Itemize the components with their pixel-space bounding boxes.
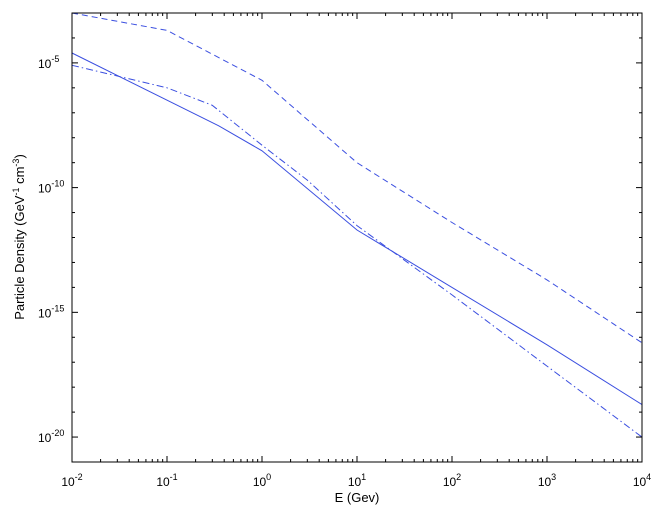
x-tick-label: 10-2	[61, 472, 82, 489]
x-tick-labels: 10-2 10-1 100 101 102 103 104	[61, 472, 651, 489]
series-line-dashdot	[71, 64, 643, 438]
y-tick-labels: 10-5 10-10 10-15 10-20	[38, 54, 64, 445]
series-line-solid	[71, 52, 643, 406]
tick-layer	[71, 12, 643, 463]
x-tick-label: 100	[253, 472, 271, 489]
series-layer	[71, 12, 643, 438]
x-tick-label: 102	[443, 472, 461, 489]
y-axis-label: Particle Density (GeV-1 cm-3)	[11, 154, 27, 320]
y-tick-label: 10-10	[38, 179, 64, 196]
y-tick-label: 10-5	[38, 54, 59, 71]
x-tick-label: 104	[633, 472, 651, 489]
x-axis-label: E (Gev)	[335, 490, 380, 505]
series-line-dashed	[71, 12, 643, 344]
x-tick-label: 10-1	[156, 472, 177, 489]
plot-area	[72, 13, 642, 462]
y-tick-label: 10-20	[38, 428, 64, 445]
y-tick-label: 10-15	[38, 303, 64, 320]
x-tick-label: 103	[538, 472, 556, 489]
x-tick-label: 101	[348, 472, 366, 489]
